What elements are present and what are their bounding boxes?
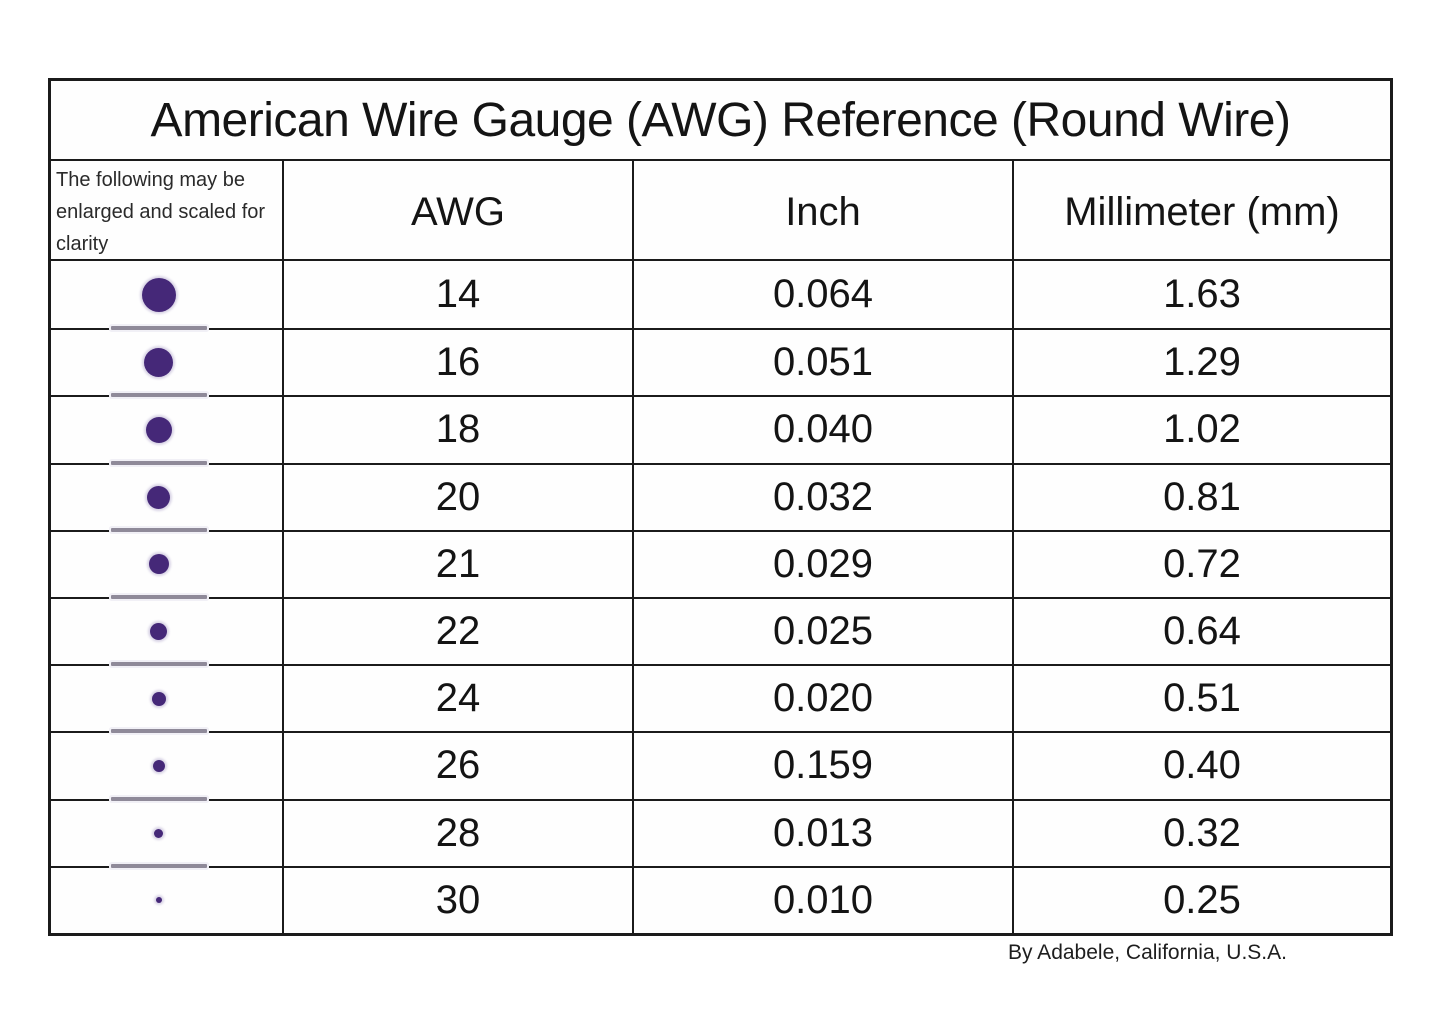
divider-overlay [110, 393, 207, 398]
wire-size-dot-cell [51, 527, 282, 597]
cell-awg: 26 [282, 733, 632, 799]
cell-awg: 20 [282, 464, 632, 530]
wire-size-dot-cell [51, 460, 282, 530]
cell-inch: 0.020 [632, 666, 1012, 732]
cell-awg: 16 [282, 330, 632, 396]
divider-overlay [110, 796, 207, 801]
wire-size-dot [154, 828, 163, 838]
cell-inch: 0.051 [632, 330, 1012, 396]
cell-awg: 30 [282, 867, 632, 933]
table-row: 26 0.159 0.40 [51, 729, 1390, 799]
table-row: 24 0.020 0.51 [51, 662, 1390, 732]
size-note: The following may be enlarged and scaled… [56, 169, 266, 255]
cell-mm: 0.40 [1012, 733, 1390, 799]
cell-inch: 0.010 [632, 867, 1012, 933]
wire-size-dot [155, 897, 162, 904]
cell-mm: 0.72 [1012, 531, 1390, 597]
awg-reference-table: American Wire Gauge (AWG) Reference (Rou… [48, 78, 1393, 936]
wire-size-dot-cell [51, 393, 282, 462]
column-header-awg: AWG [282, 161, 632, 263]
wire-size-dot [145, 416, 172, 443]
cell-inch: 0.029 [632, 531, 1012, 597]
cell-mm: 0.51 [1012, 666, 1390, 732]
cell-inch: 0.025 [632, 598, 1012, 665]
divider-overlay [110, 729, 207, 734]
cell-awg: 24 [282, 666, 632, 732]
cell-awg: 18 [282, 397, 632, 463]
cell-inch: 0.032 [632, 464, 1012, 530]
wire-size-dot-cell [51, 662, 282, 731]
table-row: 18 0.040 1.02 [51, 393, 1390, 463]
cell-mm: 1.29 [1012, 330, 1390, 396]
divider-overlay [110, 326, 207, 331]
attribution: By Adabele, California, U.S.A. [1008, 941, 1287, 964]
cell-awg: 14 [282, 261, 632, 329]
wire-size-dot-cell [51, 594, 282, 664]
cell-mm: 1.02 [1012, 397, 1390, 463]
cell-awg: 22 [282, 598, 632, 665]
cell-awg: 28 [282, 800, 632, 866]
cell-inch: 0.013 [632, 800, 1012, 866]
wire-size-dot [144, 348, 173, 378]
table-row: 14 0.064 1.63 [51, 261, 1390, 329]
wire-size-dot-cell [51, 729, 282, 798]
wire-size-dot [148, 554, 169, 575]
cell-mm: 1.63 [1012, 261, 1390, 329]
divider-overlay [110, 863, 207, 868]
divider-overlay [110, 460, 207, 465]
cell-awg: 21 [282, 531, 632, 597]
title-row: American Wire Gauge (AWG) Reference (Rou… [51, 81, 1390, 161]
divider-overlay [110, 662, 207, 667]
table-header-row: The following may be enlarged and scaled… [51, 161, 1390, 263]
table-body: 14 0.064 1.63 16 0.051 1.29 18 0.040 1.02 20 0.032… [51, 261, 1390, 933]
wire-size-dot-cell [51, 326, 282, 395]
column-header-inch: Inch [632, 161, 1012, 263]
divider-overlay [110, 594, 207, 599]
wire-size-dot [151, 691, 166, 706]
wire-size-dot [141, 277, 176, 312]
table-row: 28 0.013 0.32 [51, 796, 1390, 866]
cell-mm: 0.64 [1012, 598, 1390, 665]
cell-mm: 0.81 [1012, 464, 1390, 530]
column-header-mm: Millimeter (mm) [1012, 161, 1390, 263]
wire-size-dot [150, 623, 167, 641]
wire-size-dot-cell [51, 863, 282, 933]
table-row: 30 0.010 0.25 [51, 863, 1390, 933]
cell-mm: 0.32 [1012, 800, 1390, 866]
table-title: American Wire Gauge (AWG) Reference (Rou… [150, 93, 1291, 147]
wire-size-dot [147, 485, 170, 509]
table-row: 16 0.051 1.29 [51, 326, 1390, 396]
cell-inch: 0.064 [632, 261, 1012, 329]
table-row: 20 0.032 0.81 [51, 460, 1390, 530]
table-row: 21 0.029 0.72 [51, 527, 1390, 597]
cell-inch: 0.159 [632, 733, 1012, 799]
table-row: 22 0.025 0.64 [51, 594, 1390, 665]
wire-size-dot [152, 759, 165, 772]
wire-size-dot-cell [51, 261, 282, 328]
cell-inch: 0.040 [632, 397, 1012, 463]
wire-size-dot-cell [51, 796, 282, 866]
cell-mm: 0.25 [1012, 867, 1390, 933]
divider-overlay [110, 527, 207, 532]
